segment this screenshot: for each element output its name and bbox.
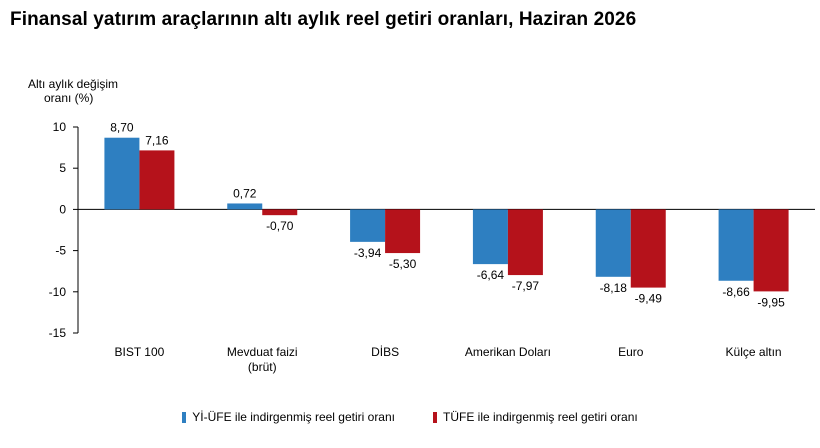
data-label: -7,97 [512,279,540,293]
x-category-label: Mevduat faizi [227,345,298,359]
legend: Yİ-ÜFE ile indirgenmiş reel getiri oranı… [0,410,820,424]
bar-yi-ufe [350,209,386,242]
data-label: 8,70 [110,121,134,135]
legend-label-yi-ufe: Yİ-ÜFE ile indirgenmiş reel getiri oranı [192,410,395,424]
y-axis-label-line-2: oranı (%) [44,91,94,105]
data-label: 0,72 [233,186,257,200]
x-category-label: DİBS [371,345,399,359]
bar-yi-ufe [718,209,754,281]
data-label: -9,95 [757,295,785,309]
bar-tufe [507,209,543,276]
chart-title: Finansal yatırım araçlarının altı aylık … [10,9,637,30]
data-label: -3,94 [354,246,382,260]
y-axis-label: Altı aylık değişim oranı (%) [28,77,148,105]
bar-yi-ufe [227,203,263,210]
data-label: -8,18 [600,281,628,295]
bar-chart: 10 5 0 -5 -10 -15 8,70 7,16 BIST 100 0,72 -0,70 Mev… [49,120,815,374]
y-axis-label-line-1: Altı aylık değişim [28,77,119,91]
x-category-label: Euro [618,345,644,359]
legend-item-tufe: TÜFE ile indirgenmiş reel getiri oranı [433,410,638,424]
legend-item-yi-ufe: Yİ-ÜFE ile indirgenmiş reel getiri oranı [182,410,395,424]
data-label: -6,64 [477,268,505,282]
x-category-label: (brüt) [248,360,277,374]
x-category-label: BIST 100 [115,345,165,359]
y-tick-label: -5 [55,244,66,258]
bar-yi-ufe [595,209,631,277]
bar-yi-ufe [472,209,508,265]
y-tick-label: 0 [59,202,66,216]
x-category-label: Külçe altın [726,345,782,359]
y-tick-label: -10 [49,285,67,299]
legend-label-tufe: TÜFE ile indirgenmiş reel getiri oranı [443,410,638,424]
data-label: -8,66 [722,285,750,299]
bar-yi-ufe [104,137,140,210]
bar-tufe [753,209,789,292]
y-tick-label: -15 [49,326,67,340]
x-category-label: Amerikan Doları [465,345,551,359]
bar-tufe [385,209,421,254]
bar-tufe [262,209,298,216]
bar-tufe [630,209,666,288]
legend-swatch-yi-ufe [182,411,187,423]
data-label: -9,49 [635,292,663,306]
data-label: 7,16 [145,133,169,147]
legend-swatch-tufe [433,411,437,423]
data-label: -0,70 [266,219,294,233]
data-label: -5,30 [389,257,417,271]
y-tick-label: 5 [59,161,66,175]
bar-tufe [139,150,175,210]
y-tick-label: 10 [53,120,67,134]
